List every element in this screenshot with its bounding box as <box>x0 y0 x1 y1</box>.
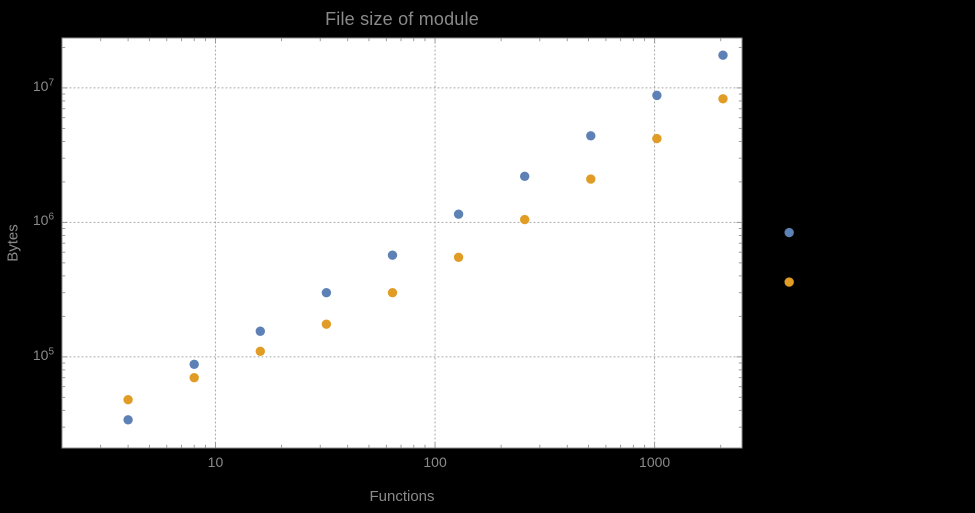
data-point-series-orange <box>189 372 199 383</box>
data-point-series-blue <box>189 359 199 370</box>
data-point-series-orange <box>718 94 728 104</box>
legend-marker-dot <box>784 277 794 287</box>
y-tick-label: 107 <box>32 77 54 94</box>
data-point-series-blue <box>255 326 265 336</box>
y-tick-label: 105 <box>32 346 54 363</box>
data-point-series-orange <box>453 252 464 262</box>
x-tick-label: 10 <box>207 454 224 470</box>
data-point-series-blue <box>321 287 332 298</box>
data-point-series-orange <box>519 214 530 225</box>
data-point-series-blue <box>387 250 398 260</box>
x-axis-label: Functions <box>369 488 435 505</box>
data-point-series-blue <box>453 209 464 219</box>
data-point-series-orange <box>387 287 398 298</box>
chart-title: File size of module <box>325 9 479 29</box>
x-tick-label: 1000 <box>639 454 671 470</box>
data-point-series-orange <box>321 319 332 329</box>
plot-background <box>62 38 742 448</box>
data-point-series-orange <box>255 346 265 356</box>
data-point-series-orange <box>586 174 596 184</box>
data-point-series-blue <box>652 90 662 101</box>
x-tick-label: 100 <box>423 454 447 470</box>
y-tick-label: 106 <box>32 211 54 229</box>
data-point-series-blue <box>586 131 596 141</box>
data-point-series-blue <box>123 415 133 425</box>
data-point-series-blue <box>519 171 530 182</box>
data-point-series-blue <box>718 50 728 60</box>
y-axis-label: Bytes <box>4 224 22 262</box>
legend-marker-dot <box>784 227 794 238</box>
data-point-series-orange <box>123 395 133 405</box>
data-point-series-orange <box>652 133 662 144</box>
